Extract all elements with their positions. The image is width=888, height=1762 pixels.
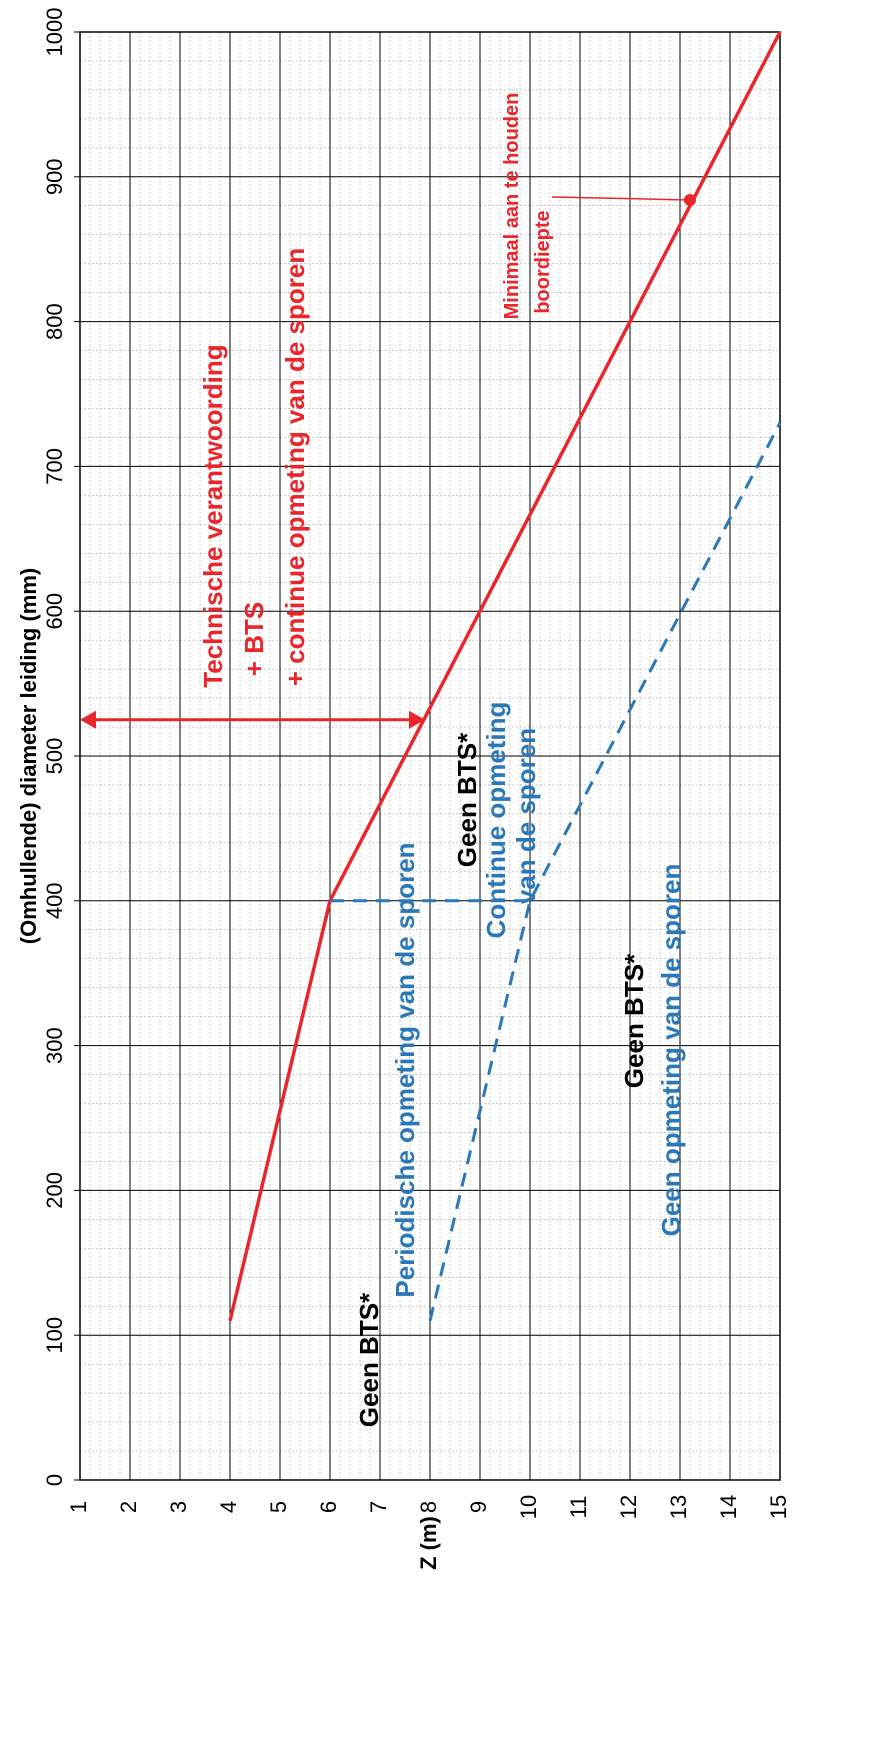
annotation-continue-opmeting: + continue opmeting van de sporen [280,248,310,686]
arrow-head-left [80,710,96,729]
y-tick-label: 10 [516,1495,541,1519]
y-tick-label: 3 [166,1501,191,1513]
annotation-zone-left-geen-bts: Geen BTS* [354,1292,384,1427]
y-tick-label: 8 [416,1501,441,1513]
y-tick-label: 15 [766,1495,791,1519]
y-tick-label: 5 [266,1501,291,1513]
x-tick-label: 200 [42,1172,67,1209]
annotation-zone-lower-geen-opmeting: Geen opmeting van de sporen [656,864,686,1237]
x-tick-label: 300 [42,1027,67,1064]
y-tick-label: 12 [616,1495,641,1519]
annotation-zone-upper-continue-opmeting: Continue opmeting [481,702,511,939]
x-tick-label: 1000 [42,8,67,57]
y-tick-label: 13 [666,1495,691,1519]
x-tick-label: 700 [42,448,67,485]
y-tick-label: 4 [216,1501,241,1513]
arrow-head-right [409,710,425,729]
y-tick-label: 1 [66,1501,91,1513]
arrow-layer [80,710,425,729]
y-axis-ticks: 1 2 3 4 5 6 7 8 9 10 11 12 13 14 15 [66,1495,791,1519]
x-tick-label: 0 [42,1474,67,1486]
series-layer [228,31,782,1322]
marker-leader-line [551,196,691,201]
annotation-minimaal-boordiepte-2: boordiepte [532,210,554,313]
y-tick-label: 6 [316,1501,341,1513]
y-tick-label: 9 [466,1501,491,1513]
y-tick-label: 2 [116,1501,141,1513]
x-axis-title: (Omhullende) diameter leiding (mm) [16,568,41,944]
annotation-minimaal-boordiepte-1: Minimaal aan te houden [501,93,523,320]
y-tick-label: 14 [716,1495,741,1519]
series-line-2 [428,422,782,1322]
annotation-zone-upper-van-de-sporen: van de sporen [511,728,541,904]
annotation-zone-lower-geen-bts: Geen BTS* [619,953,649,1088]
y-axis-title: Z (m) [416,1516,441,1570]
marker-point [684,193,696,206]
x-tick-label: 500 [42,738,67,775]
x-tick-label: 400 [42,882,67,919]
x-tick-label: 600 [42,593,67,630]
x-axis-ticks: 0 100 200 300 400 500 600 700 800 900 1000 [42,8,80,1486]
x-tick-label: 900 [42,158,67,195]
annotation-bts: + BTS [239,602,269,676]
x-tick-label: 100 [42,1317,67,1354]
x-tick-label: 800 [42,303,67,340]
marker-layer [551,193,696,206]
annotation-technische-verantwoording: Technische verantwoording [198,344,228,687]
y-tick-label: 11 [566,1496,591,1519]
annotation-zone-left-periodische-opmeting: Periodische opmeting van de sporen [390,842,420,1297]
y-tick-label: 7 [366,1501,391,1513]
annotation-zone-upper-geen-bts: Geen BTS* [452,732,482,867]
